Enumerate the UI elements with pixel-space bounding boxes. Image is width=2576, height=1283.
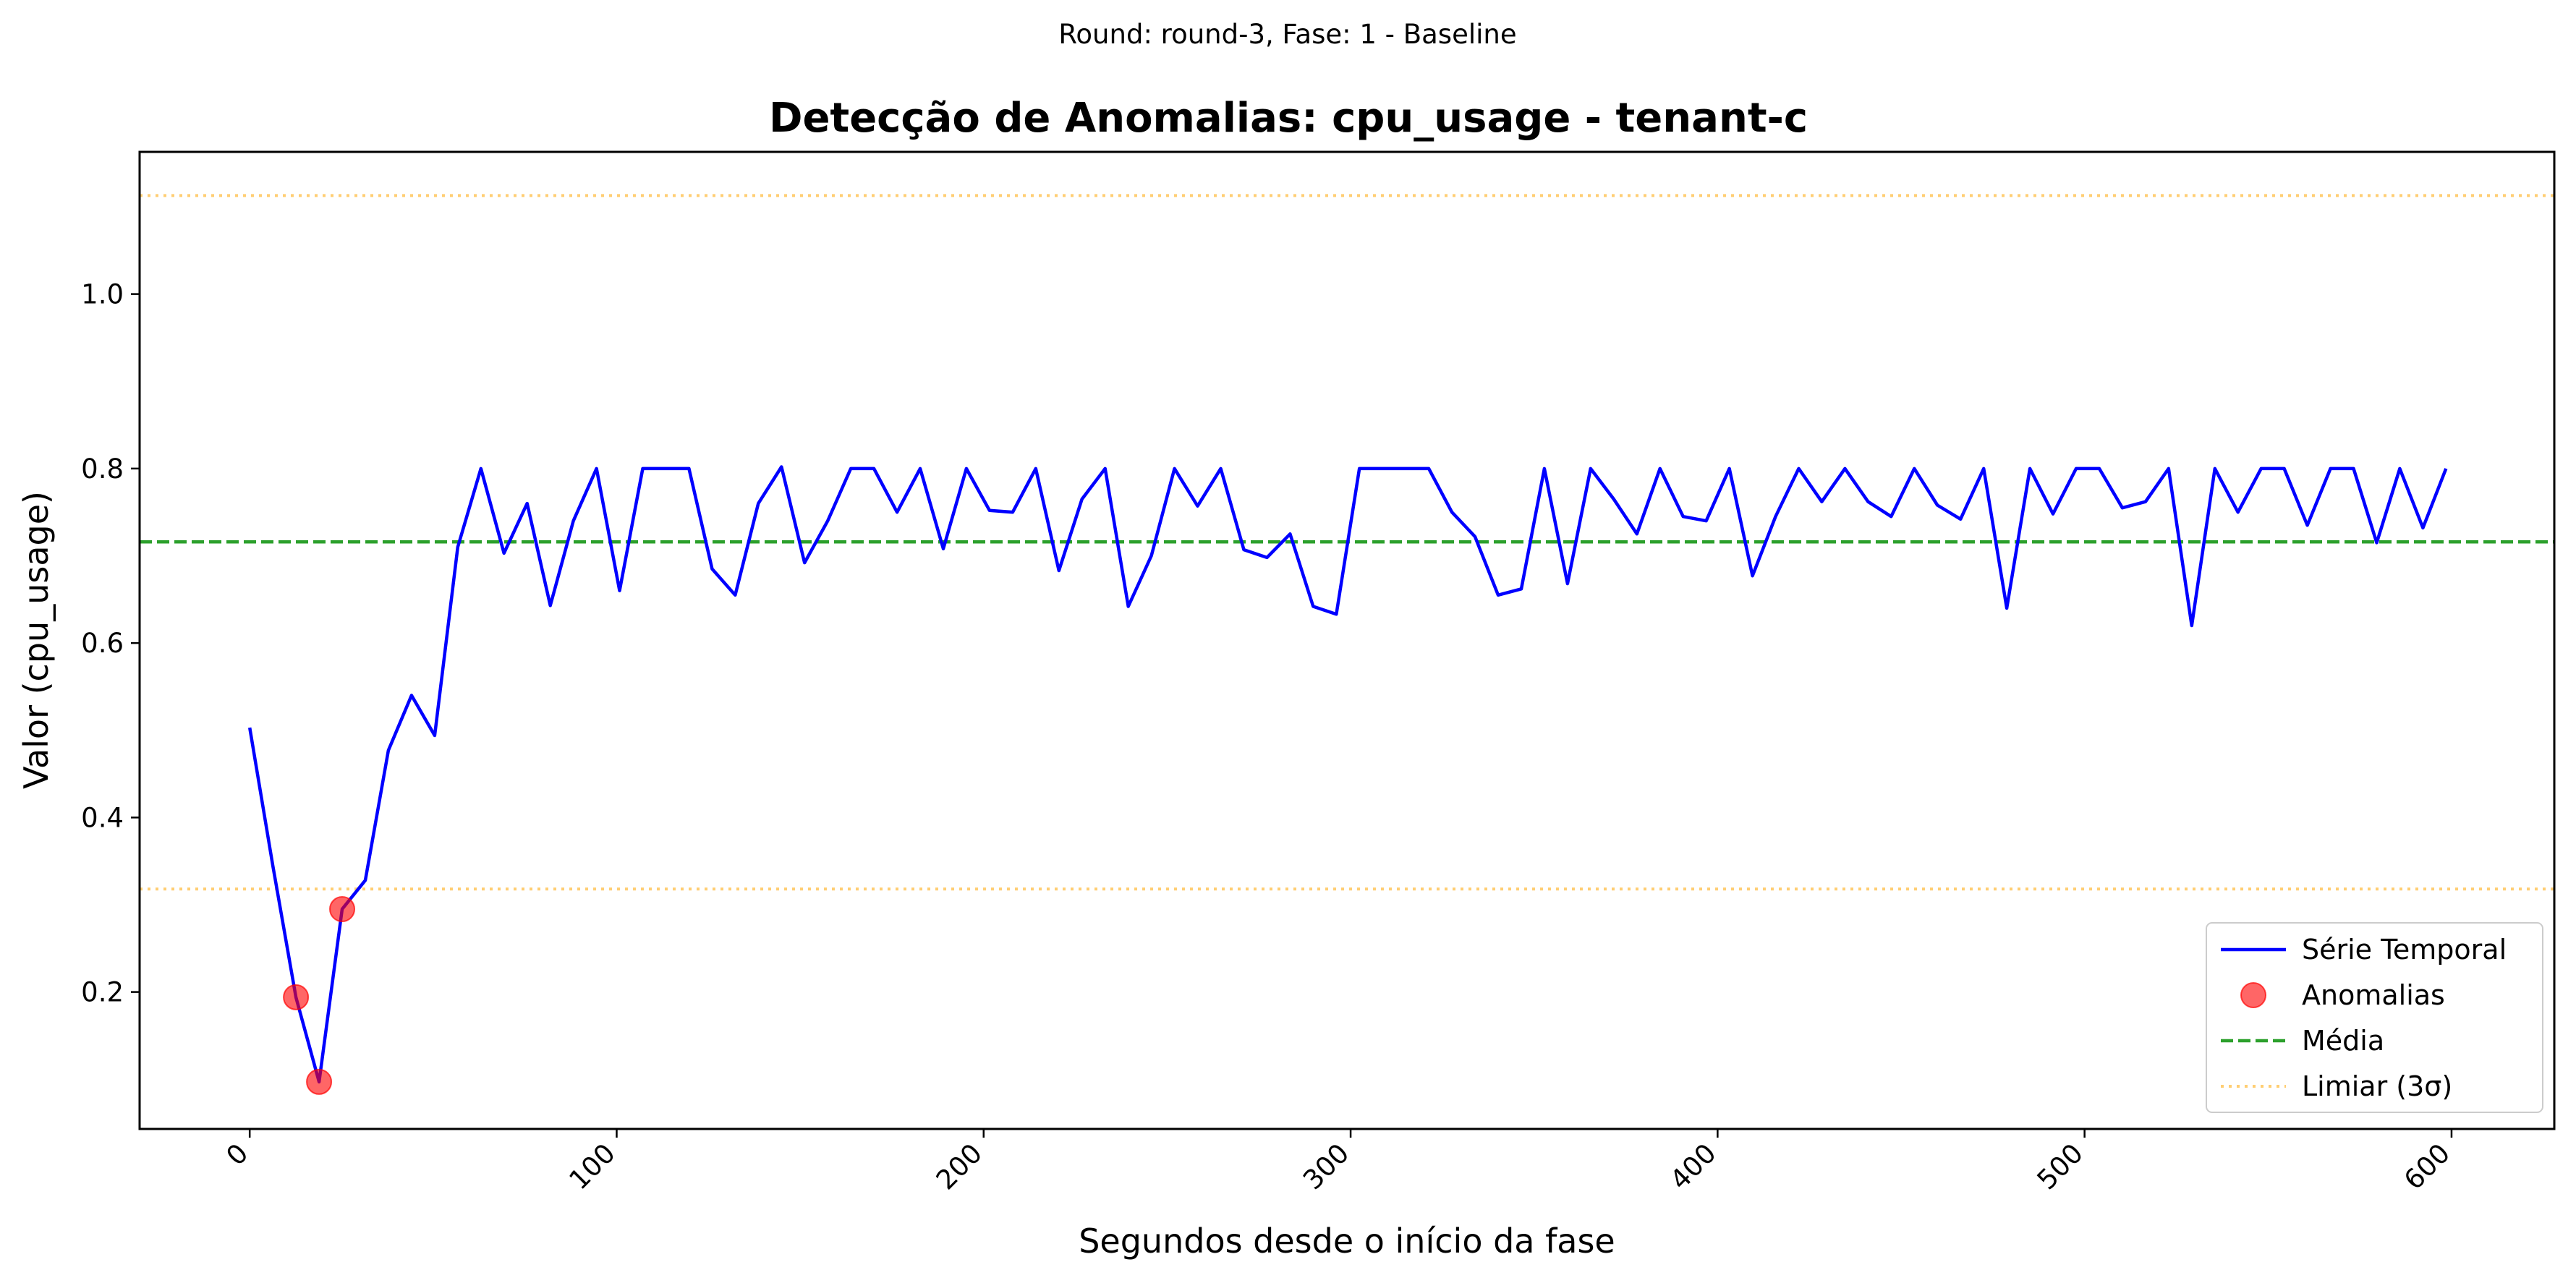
- y-tick-label-2: 0.6: [81, 628, 124, 659]
- legend-label-anomalias: Anomalias: [2302, 979, 2445, 1011]
- legend-box: [2206, 922, 2543, 1113]
- x-tick-label-6: 600: [2398, 1138, 2456, 1195]
- series-line: [247, 465, 2448, 1084]
- anomaly-point-0: [283, 984, 310, 1010]
- x-axis: 0 100 200 300 400 500 600: [220, 1129, 2456, 1195]
- legend: Série Temporal Anomalias Média Limiar (3σ): [2206, 922, 2543, 1113]
- chart-title: Detecção de Anomalias: cpu_usage - tenan…: [769, 95, 1808, 142]
- plot-frame: [138, 150, 2556, 1130]
- legend-label-limiar-3: Limiar (3σ): [2302, 1070, 2452, 1102]
- x-tick-label-3: 300: [1297, 1138, 1355, 1195]
- x-tick-label-4: 400: [1664, 1138, 1722, 1195]
- legend-label-media: Média: [2302, 1025, 2384, 1057]
- plot-area: [140, 194, 2554, 1095]
- y-tick-label-1: 0.4: [81, 802, 124, 833]
- legend-swatch-anomalias: [2240, 982, 2266, 1008]
- x-tick-label-1: 100: [564, 1138, 621, 1195]
- x-tick-label-5: 500: [2031, 1138, 2089, 1195]
- x-axis-label: Segundos desde o início da fase: [1079, 1222, 1615, 1261]
- y-tick-label-0: 0.2: [81, 977, 124, 1008]
- y-axis-label: Valor (cpu_usage): [17, 491, 56, 789]
- x-tick-label-2: 200: [930, 1138, 988, 1195]
- anomaly-point-1: [306, 1068, 333, 1095]
- x-tick-label-0: 0: [220, 1138, 254, 1172]
- chart-suptitle: Round: round-3, Fase: 1 - Baseline: [1058, 19, 1516, 50]
- y-tick-label-3: 0.8: [81, 453, 124, 485]
- y-axis: 0.2 0.4 0.6 0.8 1.0: [81, 279, 140, 1008]
- y-tick-label-4: 1.0: [81, 279, 124, 310]
- legend-label-serie-temporal: Série Temporal: [2302, 934, 2507, 966]
- anomaly-point-2: [329, 896, 356, 923]
